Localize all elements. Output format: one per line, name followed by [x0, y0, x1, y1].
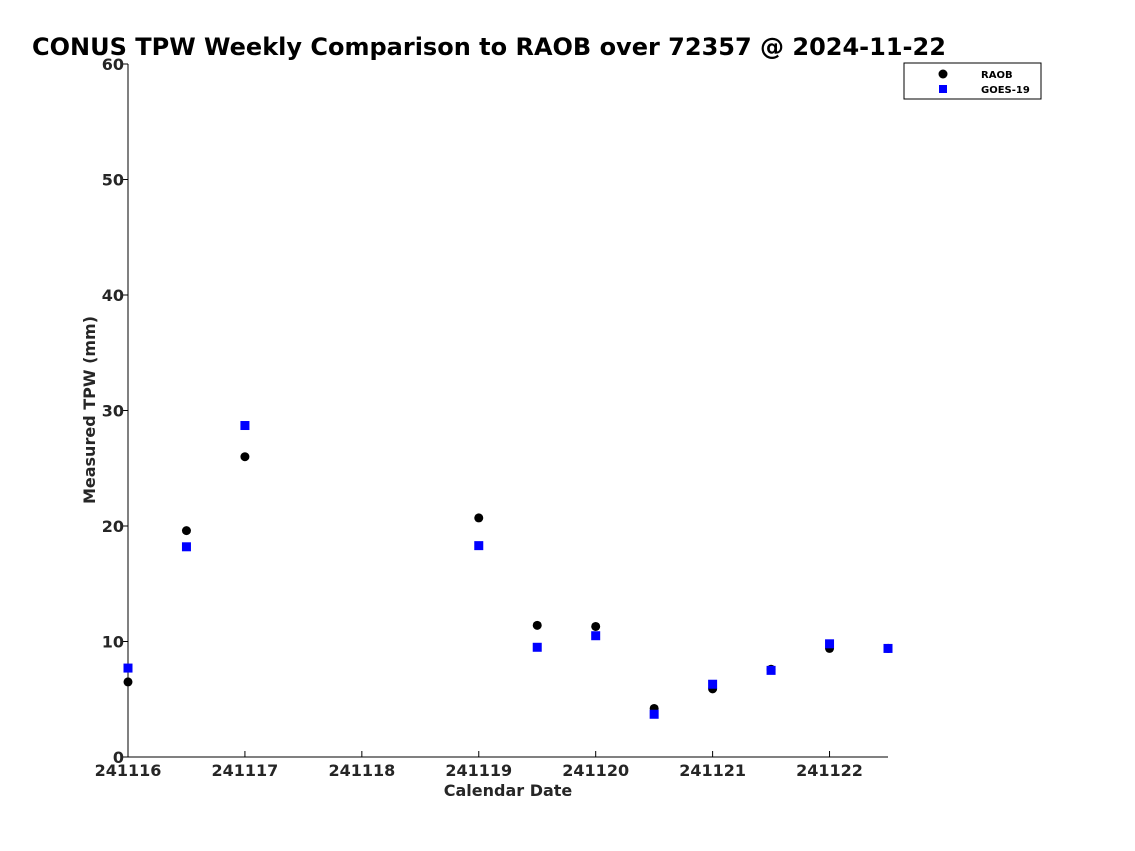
series-raob [123, 452, 893, 713]
goes-19-point [766, 665, 776, 675]
series-goes-19 [123, 421, 893, 719]
plot-area [127, 64, 888, 758]
y-tick-label: 20 [102, 517, 124, 536]
x-axis-label: Calendar Date [444, 781, 573, 800]
goes-19-point [649, 709, 659, 719]
y-tick-label: 60 [102, 55, 124, 74]
legend-marker-circle [938, 69, 948, 79]
raob-point [123, 677, 133, 687]
x-tick-label: 241119 [445, 761, 512, 780]
goes-19-point [240, 421, 250, 431]
legend-marker-square [939, 85, 947, 93]
raob-point [181, 526, 191, 536]
legend-label: GOES-19 [981, 85, 1030, 96]
legend-box [903, 62, 1042, 100]
y-tick-label: 50 [102, 171, 124, 190]
chart-title: CONUS TPW Weekly Comparison to RAOB over… [32, 33, 946, 61]
goes-19-point [181, 542, 191, 552]
raob-point [532, 620, 542, 630]
goes-19-point [825, 639, 835, 649]
legend-label: RAOB [981, 70, 1013, 81]
x-tick-label: 241122 [796, 761, 863, 780]
x-tick-label: 241121 [679, 761, 746, 780]
data-series [123, 421, 893, 719]
goes-19-point [532, 642, 542, 652]
x-tick-label: 241117 [212, 761, 279, 780]
y-axis-label: Measured TPW (mm) [80, 316, 99, 504]
raob-point [474, 513, 484, 523]
x-tick-label: 241116 [95, 761, 162, 780]
x-tick-label: 241120 [562, 761, 629, 780]
goes-19-point [123, 663, 133, 673]
x-axis-ticks: 241116 241117 241118 241119 241120 241121 2411… [95, 751, 863, 780]
goes-19-point [591, 631, 601, 641]
y-tick-label: 10 [102, 633, 124, 652]
x-tick-label: 241118 [328, 761, 395, 780]
y-tick-label: 0 [113, 748, 124, 767]
goes-19-point [708, 679, 718, 689]
raob-point [591, 621, 601, 631]
y-tick-label: 30 [102, 402, 124, 421]
raob-point [240, 452, 250, 462]
goes-19-point [474, 541, 484, 551]
goes-19-point [883, 643, 893, 653]
y-tick-label: 40 [102, 286, 124, 305]
y-axis-ticks: 0 10 20 30 40 50 60 [102, 55, 128, 767]
legend: RAOB GOES-19 [903, 62, 1042, 100]
